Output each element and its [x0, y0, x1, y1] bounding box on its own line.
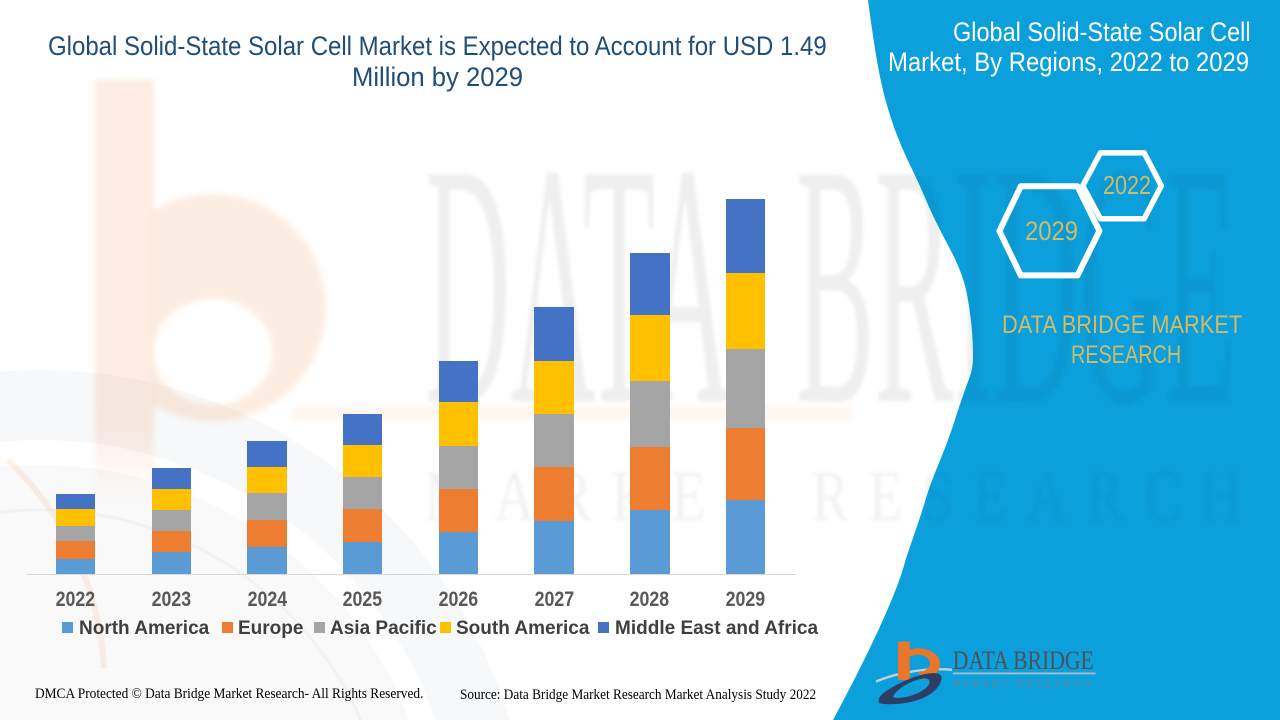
- svg-text:MARKET RESEARCH: MARKET RESEARCH: [953, 679, 1090, 689]
- svg-text:DATA BRIDGE: DATA BRIDGE: [953, 646, 1094, 675]
